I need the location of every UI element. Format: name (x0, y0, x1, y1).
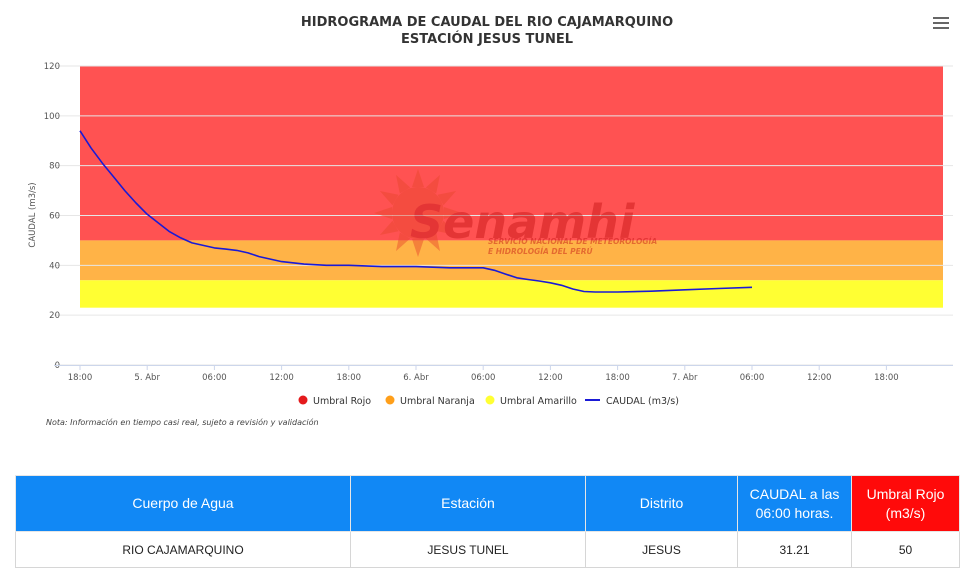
x-tick-label: 06:00 (740, 373, 765, 383)
chart-title: HIDROGRAMA DE CAUDAL DEL RIO CAJAMARQUIN… (0, 14, 974, 48)
footnote: Nota: Información en tiempo casi real, s… (46, 418, 319, 427)
hamburger-menu-icon[interactable] (933, 17, 949, 31)
sun-ray (437, 191, 457, 206)
y-tick-label: 100 (44, 112, 60, 122)
y-tick-label: 120 (44, 62, 60, 72)
y-tick-label: 80 (49, 162, 60, 172)
legend-item-caudal-m3-s-[interactable]: CAUDAL (m3/s) (585, 396, 679, 407)
y-tick-label: 40 (49, 261, 60, 271)
x-tick-label: 12:00 (807, 373, 832, 383)
cell-cuerpo: RIO CAJAMARQUINO (15, 531, 351, 568)
legend-symbol (298, 395, 308, 405)
threshold-bands (80, 66, 943, 308)
x-tick-label: 06:00 (202, 373, 227, 383)
watermark-subtitle-1: SERVICIO NACIONAL DE METEOROLOGÍA (488, 237, 657, 246)
chart-title-line2: ESTACIÓN JESUS TUNEL (401, 32, 573, 47)
legend-label: CAUDAL (m3/s) (606, 396, 679, 407)
x-tick-label: 5. Abr (134, 373, 160, 383)
sun-ray (412, 169, 424, 187)
x-tick-label: 6. Abr (403, 373, 429, 383)
band-umbral-naranja (80, 240, 943, 281)
sun-ray (396, 174, 411, 194)
x-tick-label: 18:00 (874, 373, 899, 383)
legend-label: Umbral Naranja (400, 396, 475, 407)
watermark-brand: Senamhi (410, 195, 636, 249)
x-tick-label: 12:00 (538, 373, 563, 383)
header-umbral-rojo: Umbral Rojo (m3/s) (851, 475, 960, 532)
header-estacion: Estación (350, 475, 586, 532)
sun-ray (379, 191, 399, 206)
y-tick-label: 20 (49, 311, 60, 321)
sun-ray (396, 232, 411, 252)
x-tick-label: 18:00 (337, 373, 362, 383)
y-tick-label: 60 (49, 212, 60, 222)
y-axis-label: CAUDAL (m3/s) (28, 182, 38, 247)
sun-logo-icon (374, 169, 462, 257)
sun-ray (425, 232, 440, 252)
legend-symbol (385, 395, 395, 405)
hydrograph-chart: Senamhi SERVICIO NACIONAL DE METEOROLOGÍ… (28, 62, 953, 408)
table-row: RIO CAJAMARQUINO JESUS TUNEL JESUS 31.21… (15, 531, 960, 568)
watermark-subtitle-2: E HIDROLOGÍA DEL PERÚ (488, 247, 593, 256)
cell-estacion: JESUS TUNEL (350, 531, 586, 568)
sun-ray (412, 239, 424, 257)
header-caudal: CAUDAL a las 06:00 horas. (737, 475, 852, 532)
x-tick-label: 7. Abr (672, 373, 698, 383)
chart-title-line1: HIDROGRAMA DE CAUDAL DEL RIO CAJAMARQUIN… (300, 15, 674, 30)
x-tick-label: 18:00 (68, 373, 93, 383)
legend-item-umbral-rojo[interactable]: Umbral Rojo (298, 395, 372, 408)
legend-symbol (485, 395, 495, 405)
header-cuerpo: Cuerpo de Agua (15, 475, 351, 532)
series-caudal-line[interactable] (79, 130, 753, 293)
cell-distrito: JESUS (585, 531, 738, 568)
cell-umbral-rojo: 50 (851, 531, 960, 568)
x-tick-label: 18:00 (605, 373, 630, 383)
sun-ray (425, 174, 440, 194)
band-umbral-rojo (80, 66, 943, 241)
band-umbral-amarillo (80, 280, 943, 308)
legend-item-umbral-amarillo[interactable]: Umbral Amarillo (485, 395, 578, 408)
axes: 02040608010012018:005. Abr06:0012:0018:0… (44, 62, 953, 383)
legend-item-umbral-naranja[interactable]: Umbral Naranja (385, 395, 475, 408)
table-header-row: Cuerpo de Agua Estación Distrito CAUDAL … (15, 475, 960, 532)
x-tick-label: 06:00 (471, 373, 496, 383)
header-distrito: Distrito (585, 475, 738, 532)
legend: Umbral Rojo Umbral Naranja Umbral Amarillo… (298, 395, 679, 408)
sun-ray (437, 220, 457, 235)
senamhi-watermark: Senamhi SERVICIO NACIONAL DE METEOROLOGÍ… (374, 169, 657, 257)
sun-ray (374, 207, 392, 219)
cell-caudal: 31.21 (737, 531, 852, 568)
legend-label: Umbral Rojo (313, 396, 371, 407)
series-layer (79, 130, 753, 293)
legend-label: Umbral Amarillo (500, 396, 577, 407)
sun-ray (444, 207, 462, 219)
station-table: Cuerpo de Agua Estación Distrito CAUDAL … (15, 475, 960, 568)
x-tick-label: 12:00 (269, 373, 294, 383)
sun-ray (379, 220, 399, 235)
